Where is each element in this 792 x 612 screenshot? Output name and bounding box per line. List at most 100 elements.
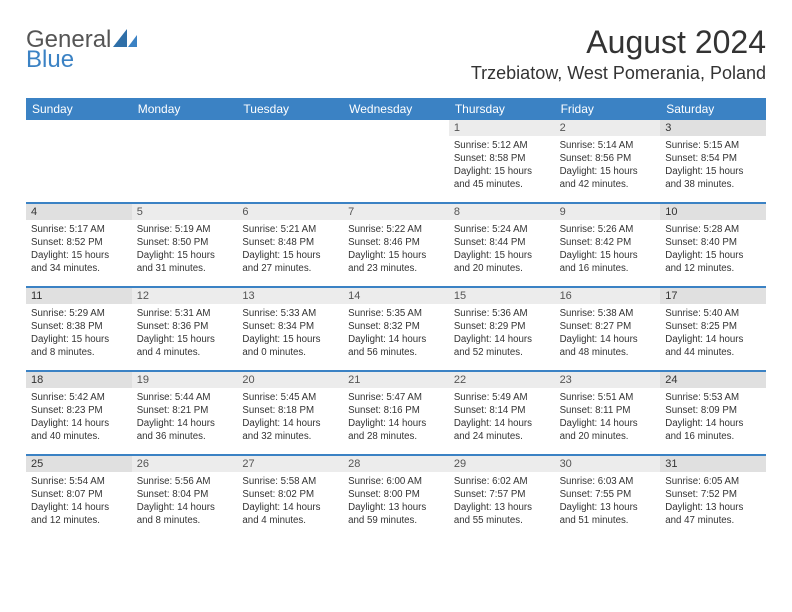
day-number: 17	[660, 288, 766, 304]
day-number: 30	[555, 456, 661, 472]
month-title: August 2024	[471, 24, 766, 61]
day-info: Sunrise: 5:36 AMSunset: 8:29 PMDaylight:…	[449, 304, 555, 364]
sunrise-text: Sunrise: 5:42 AM	[31, 391, 127, 404]
calendar-day-cell: 3Sunrise: 5:15 AMSunset: 8:54 PMDaylight…	[660, 120, 766, 202]
sunset-text: Sunset: 8:52 PM	[31, 236, 127, 249]
daylight-text: Daylight: 15 hours and 4 minutes.	[137, 333, 233, 359]
calendar-day-cell: 29Sunrise: 6:02 AMSunset: 7:57 PMDayligh…	[449, 456, 555, 538]
sunset-text: Sunset: 8:58 PM	[454, 152, 550, 165]
daylight-text: Daylight: 13 hours and 51 minutes.	[560, 501, 656, 527]
calendar-day-cell: 13Sunrise: 5:33 AMSunset: 8:34 PMDayligh…	[237, 288, 343, 370]
sunset-text: Sunset: 8:40 PM	[665, 236, 761, 249]
daylight-text: Daylight: 14 hours and 52 minutes.	[454, 333, 550, 359]
day-info: Sunrise: 5:24 AMSunset: 8:44 PMDaylight:…	[449, 220, 555, 280]
day-info: Sunrise: 5:56 AMSunset: 8:04 PMDaylight:…	[132, 472, 238, 532]
calendar-week-row: 4Sunrise: 5:17 AMSunset: 8:52 PMDaylight…	[26, 204, 766, 288]
sunrise-text: Sunrise: 5:26 AM	[560, 223, 656, 236]
day-number: 12	[132, 288, 238, 304]
daylight-text: Daylight: 13 hours and 47 minutes.	[665, 501, 761, 527]
sunrise-text: Sunrise: 6:02 AM	[454, 475, 550, 488]
calendar-day-cell: 28 Sunrise: 6:00 AMSunset: 8:00 PMDayligh…	[343, 456, 449, 538]
sunrise-text: Sunrise: 5:44 AM	[137, 391, 233, 404]
day-info: Sunrise: 5:45 AMSunset: 8:18 PMDaylight:…	[237, 388, 343, 448]
sunrise-text: Sunrise: 5:51 AM	[560, 391, 656, 404]
day-info: Sunrise: 5:19 AMSunset: 8:50 PMDaylight:…	[132, 220, 238, 280]
calendar-day-cell: 16Sunrise: 5:38 AMSunset: 8:27 PMDayligh…	[555, 288, 661, 370]
calendar-day-cell: 22Sunrise: 5:49 AMSunset: 8:14 PMDayligh…	[449, 372, 555, 454]
day-info: Sunrise: 5:22 AMSunset: 8:46 PMDaylight:…	[343, 220, 449, 280]
calendar-day-cell: 9Sunrise: 5:26 AMSunset: 8:42 PMDaylight…	[555, 204, 661, 286]
day-number: 13	[237, 288, 343, 304]
day-info: Sunrise: 5:42 AMSunset: 8:23 PMDaylight:…	[26, 388, 132, 448]
sunset-text: Sunset: 7:52 PM	[665, 488, 761, 501]
sunrise-text: Sunrise: 5:31 AM	[137, 307, 233, 320]
calendar-day-cell: 11Sunrise: 5:29 AMSunset: 8:38 PMDayligh…	[26, 288, 132, 370]
calendar-day-cell: 30Sunrise: 6:03 AMSunset: 7:55 PMDayligh…	[555, 456, 661, 538]
weekday-header: Sunday	[26, 98, 132, 120]
calendar-day-cell: 20Sunrise: 5:45 AMSunset: 8:18 PMDayligh…	[237, 372, 343, 454]
sunrise-text: Sunrise: 5:47 AM	[348, 391, 444, 404]
day-number: 5	[132, 204, 238, 220]
calendar-day-cell: 19Sunrise: 5:44 AMSunset: 8:21 PMDayligh…	[132, 372, 238, 454]
day-number: 28	[343, 456, 449, 472]
sunrise-text: Sunrise: 5:33 AM	[242, 307, 338, 320]
sunset-text: Sunset: 8:02 PM	[242, 488, 338, 501]
sunset-text: Sunset: 8:21 PM	[137, 404, 233, 417]
calendar-day-cell: 23Sunrise: 5:51 AMSunset: 8:11 PMDayligh…	[555, 372, 661, 454]
day-number: 29	[449, 456, 555, 472]
day-number	[237, 120, 343, 136]
daylight-text: Daylight: 14 hours and 40 minutes.	[31, 417, 127, 443]
daylight-text: Daylight: 13 hours and 59 minutes.	[348, 501, 444, 527]
sunrise-text: Sunrise: 6:00 AM	[348, 475, 444, 488]
daylight-text: Daylight: 15 hours and 27 minutes.	[242, 249, 338, 275]
weekday-header: Friday	[555, 98, 661, 120]
day-number: 9	[555, 204, 661, 220]
day-info: Sunrise: 5:17 AMSunset: 8:52 PMDaylight:…	[26, 220, 132, 280]
calendar-day-cell: 7Sunrise: 5:22 AMSunset: 8:46 PMDaylight…	[343, 204, 449, 286]
daylight-text: Daylight: 14 hours and 12 minutes.	[31, 501, 127, 527]
weekday-header: Tuesday	[237, 98, 343, 120]
day-info: Sunrise: 5:14 AMSunset: 8:56 PMDaylight:…	[555, 136, 661, 196]
calendar-day-cell: 10Sunrise: 5:28 AMSunset: 8:40 PMDayligh…	[660, 204, 766, 286]
sunset-text: Sunset: 8:38 PM	[31, 320, 127, 333]
daylight-text: Daylight: 15 hours and 38 minutes.	[665, 165, 761, 191]
sunrise-text: Sunrise: 5:17 AM	[31, 223, 127, 236]
brand-word-2: Blue	[26, 46, 74, 74]
day-number: 25	[26, 456, 132, 472]
calendar-day-cell	[26, 120, 132, 202]
weekday-header: Thursday	[449, 98, 555, 120]
daylight-text: Daylight: 15 hours and 8 minutes.	[31, 333, 127, 359]
calendar-day-cell	[237, 120, 343, 202]
calendar-day-cell: 5Sunrise: 5:19 AMSunset: 8:50 PMDaylight…	[132, 204, 238, 286]
daylight-text: Daylight: 14 hours and 8 minutes.	[137, 501, 233, 527]
sunrise-text: Sunrise: 5:53 AM	[665, 391, 761, 404]
sunset-text: Sunset: 8:46 PM	[348, 236, 444, 249]
daylight-text: Daylight: 14 hours and 32 minutes.	[242, 417, 338, 443]
day-number: 16	[555, 288, 661, 304]
day-number	[132, 120, 238, 136]
daylight-text: Daylight: 14 hours and 28 minutes.	[348, 417, 444, 443]
day-number: 19	[132, 372, 238, 388]
day-info: Sunrise: 6:02 AMSunset: 7:57 PMDaylight:…	[449, 472, 555, 532]
calendar-day-cell: 12Sunrise: 5:31 AMSunset: 8:36 PMDayligh…	[132, 288, 238, 370]
calendar-day-cell: 8Sunrise: 5:24 AMSunset: 8:44 PMDaylight…	[449, 204, 555, 286]
sunset-text: Sunset: 8:00 PM	[348, 488, 444, 501]
day-number: 31	[660, 456, 766, 472]
sunrise-text: Sunrise: 5:21 AM	[242, 223, 338, 236]
day-number: 21	[343, 372, 449, 388]
sunrise-text: Sunrise: 5:58 AM	[242, 475, 338, 488]
location-subtitle: Trzebiatow, West Pomerania, Poland	[471, 63, 766, 84]
daylight-text: Daylight: 15 hours and 0 minutes.	[242, 333, 338, 359]
day-info: Sunrise: 5:49 AMSunset: 8:14 PMDaylight:…	[449, 388, 555, 448]
daylight-text: Daylight: 15 hours and 31 minutes.	[137, 249, 233, 275]
calendar-week-row: 25Sunrise: 5:54 AMSunset: 8:07 PMDayligh…	[26, 456, 766, 538]
day-info: Sunrise: 5:47 AMSunset: 8:16 PMDaylight:…	[343, 388, 449, 448]
sunset-text: Sunset: 8:29 PM	[454, 320, 550, 333]
day-number: 4	[26, 204, 132, 220]
daylight-text: Daylight: 14 hours and 20 minutes.	[560, 417, 656, 443]
daylight-text: Daylight: 15 hours and 12 minutes.	[665, 249, 761, 275]
day-info: Sunrise: 5:33 AMSunset: 8:34 PMDaylight:…	[237, 304, 343, 364]
sunrise-text: Sunrise: 5:28 AM	[665, 223, 761, 236]
calendar-day-cell: 25Sunrise: 5:54 AMSunset: 8:07 PMDayligh…	[26, 456, 132, 538]
calendar-day-cell: 24Sunrise: 5:53 AMSunset: 8:09 PMDayligh…	[660, 372, 766, 454]
